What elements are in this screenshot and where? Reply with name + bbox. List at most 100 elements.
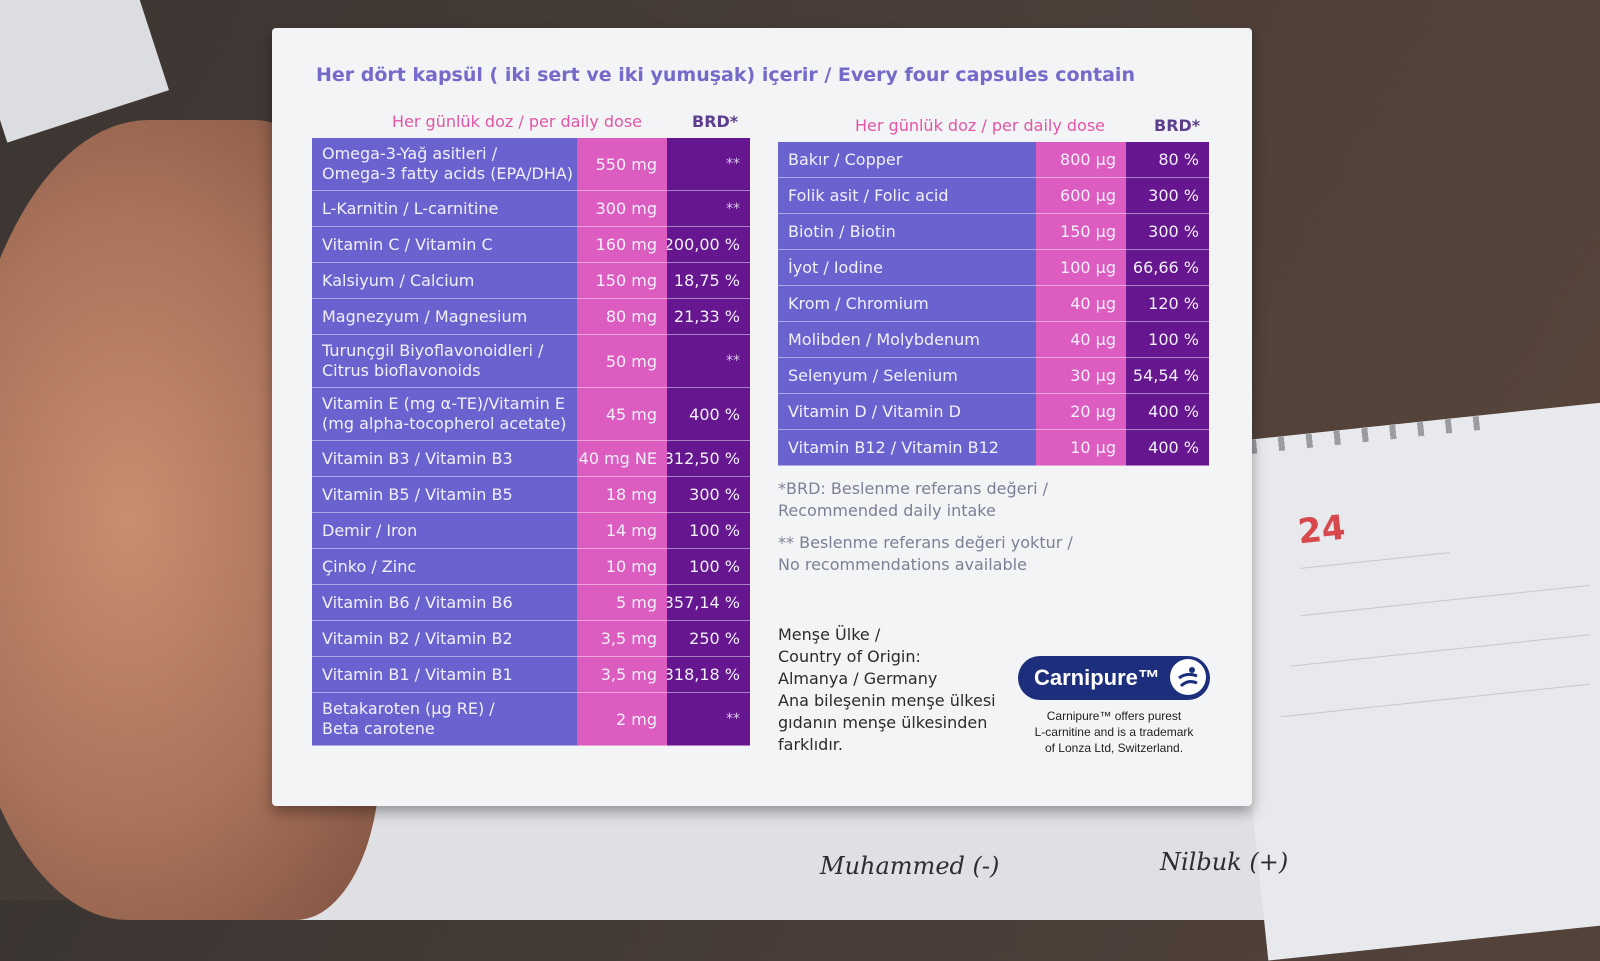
- nutrient-name: Vitamin B12 / Vitamin B12: [778, 430, 1036, 466]
- nutrient-name-line: Molibden / Molybdenum: [788, 329, 980, 349]
- brd-percentage: 18,75 %: [667, 263, 750, 299]
- left-brd-header: BRD*: [692, 112, 739, 131]
- nutrient-name: Çinko / Zinc: [312, 549, 577, 585]
- origin-line: farklıdır.: [778, 735, 843, 754]
- brd-percentage: **: [667, 191, 750, 227]
- stylized-figure-icon: [1170, 659, 1206, 695]
- nutrient-name-line: Vitamin B12 / Vitamin B12: [788, 437, 999, 457]
- nutrient-name: Biotin / Biotin: [778, 214, 1036, 250]
- nutrient-name: Betakaroten (µg RE) / Beta carotene: [312, 693, 577, 746]
- nutrient-name: Turunçgil Biyoflavonoidleri / Citrus biof…: [312, 335, 577, 388]
- nutrient-name: Omega-3-Yağ asitleri / Omega-3 fatty acid…: [312, 138, 577, 191]
- brd-percentage: 100 %: [1126, 322, 1209, 358]
- daily-dose: 300 mg: [577, 191, 667, 227]
- daily-dose: 3,5 mg: [577, 657, 667, 693]
- brd-percentage: 300 %: [1126, 178, 1209, 214]
- brd-percentage: 100 %: [667, 549, 750, 585]
- table-row: Kalsiyum / Calcium 150 mg 18,75 %: [312, 263, 750, 299]
- table-row: Vitamin D / Vitamin D 20 µg 400 %: [778, 394, 1209, 430]
- daily-dose: 50 mg: [577, 335, 667, 388]
- nutrient-name: Vitamin B1 / Vitamin B1: [312, 657, 577, 693]
- notebook: [1213, 399, 1600, 961]
- daily-dose: 800 µg: [1036, 142, 1126, 178]
- handwriting: Nilbuk (+): [1160, 848, 1289, 876]
- table-row: Bakır / Copper 800 µg 80 %: [778, 142, 1209, 178]
- brd-percentage: 100 %: [667, 513, 750, 549]
- no-reference-footnote-line: ** Beslenme referans değeri yoktur /: [778, 533, 1073, 552]
- logo-caption-line: L-carnitine and is a trademark: [1034, 725, 1194, 739]
- brd-percentage: 312,50 %: [667, 441, 750, 477]
- brd-percentage: 318,18 %: [667, 657, 750, 693]
- nutrient-name-line: Krom / Chromium: [788, 293, 929, 313]
- nutrient-name: Vitamin B5 / Vitamin B5: [312, 477, 577, 513]
- table-row: İyot / Iodine 100 µg 66,66 %: [778, 250, 1209, 286]
- nutrient-name: Folik asit / Folic acid: [778, 178, 1036, 214]
- daily-dose: 600 µg: [1036, 178, 1126, 214]
- nutrient-name-line: Biotin / Biotin: [788, 221, 896, 241]
- country-of-origin: Menşe Ülke / Country of Origin: Almanya …: [778, 624, 996, 756]
- no-reference-footnote: ** Beslenme referans değeri yoktur / No …: [778, 532, 1073, 576]
- brd-percentage: 400 %: [1126, 394, 1209, 430]
- table-row: Çinko / Zinc 10 mg 100 %: [312, 549, 750, 585]
- stylized-figure-icon-svg: [1178, 667, 1198, 688]
- table-row: Magnezyum / Magnesium 80 mg 21,33 %: [312, 299, 750, 335]
- no-reference-footnote-line: No recommendations available: [778, 555, 1027, 574]
- origin-line: Country of Origin:: [778, 647, 921, 666]
- brd-percentage: **: [667, 335, 750, 388]
- brd-percentage: **: [667, 693, 750, 746]
- nutrient-name: Magnezyum / Magnesium: [312, 299, 577, 335]
- origin-line: Almanya / Germany: [778, 669, 938, 688]
- daily-dose: 45 mg: [577, 388, 667, 441]
- daily-dose: 5 mg: [577, 585, 667, 621]
- brd-percentage: 300 %: [1126, 214, 1209, 250]
- nutrient-name-line: Omega-3 fatty acids (EPA/DHA): [322, 164, 574, 183]
- table-row: Vitamin B6 / Vitamin B6 5 mg 357,14 %: [312, 585, 750, 621]
- daily-dose: 18 mg: [577, 477, 667, 513]
- brd-percentage: 200,00 %: [667, 227, 750, 263]
- table-row: Selenyum / Selenium 30 µg 54,54 %: [778, 358, 1209, 394]
- nutrient-name-line: Vitamin E (mg α-TE)/Vitamin E: [322, 394, 565, 413]
- notebook-date: 24: [1296, 507, 1348, 553]
- daily-dose: 20 µg: [1036, 394, 1126, 430]
- logo-caption-line: of Lonza Ltd, Switzerland.: [1044, 741, 1184, 755]
- nutrient-name: Krom / Chromium: [778, 286, 1036, 322]
- table-row: Folik asit / Folic acid 600 µg 300 %: [778, 178, 1209, 214]
- brd-percentage: 357,14 %: [667, 585, 750, 621]
- nutrient-name: Vitamin B6 / Vitamin B6: [312, 585, 577, 621]
- nutrient-name-line: Vitamin B5 / Vitamin B5: [322, 484, 513, 504]
- brd-percentage: 21,33 %: [667, 299, 750, 335]
- nutrient-name: Vitamin C / Vitamin C: [312, 227, 577, 263]
- nutrient-name: Kalsiyum / Calcium: [312, 263, 577, 299]
- nutrient-name: Selenyum / Selenium: [778, 358, 1036, 394]
- nutrient-name-line: L-Karnitin / L-carnitine: [322, 198, 499, 218]
- nutrient-name-line: Vitamin C / Vitamin C: [322, 234, 493, 254]
- brd-percentage: 400 %: [667, 388, 750, 441]
- daily-dose: 40 µg: [1036, 322, 1126, 358]
- nutrient-name: Vitamin B3 / Vitamin B3: [312, 441, 577, 477]
- daily-dose: 10 mg: [577, 549, 667, 585]
- nutrient-name-line: Selenyum / Selenium: [788, 365, 958, 385]
- nutrient-name: Demir / Iron: [312, 513, 577, 549]
- daily-dose: 150 µg: [1036, 214, 1126, 250]
- table-row: Vitamin E (mg α-TE)/Vitamin E (mg alpha-t…: [312, 388, 750, 441]
- daily-dose: 2 mg: [577, 693, 667, 746]
- logo-caption: Carnipure™ offers purest L-carnitine and…: [1012, 708, 1216, 756]
- table-row: Vitamin B5 / Vitamin B5 18 mg 300 %: [312, 477, 750, 513]
- brd-percentage: **: [667, 138, 750, 191]
- daily-dose: 550 mg: [577, 138, 667, 191]
- daily-dose: 40 µg: [1036, 286, 1126, 322]
- daily-dose: 3,5 mg: [577, 621, 667, 657]
- handwriting: Muhammed (-): [820, 852, 1000, 880]
- nutrient-name-line: Demir / Iron: [322, 520, 418, 540]
- nutrient-name-line: Citrus bioflavonoids: [322, 361, 481, 380]
- logo-caption-line: Carnipure™ offers purest: [1046, 709, 1182, 723]
- logo-text: Carnipure™: [1034, 665, 1160, 690]
- nutrient-name-line: Turunçgil Biyoflavonoidleri /: [322, 341, 544, 360]
- daily-dose: 100 µg: [1036, 250, 1126, 286]
- nutrient-name: Bakır / Copper: [778, 142, 1036, 178]
- table-row: Omega-3-Yağ asitleri / Omega-3 fatty acid…: [312, 138, 750, 191]
- nutrient-name-line: Folik asit / Folic acid: [788, 185, 949, 205]
- origin-line: gıdanın menşe ülkesinden: [778, 713, 988, 732]
- right-brd-header: BRD*: [1154, 116, 1201, 135]
- brd-percentage: 400 %: [1126, 430, 1209, 466]
